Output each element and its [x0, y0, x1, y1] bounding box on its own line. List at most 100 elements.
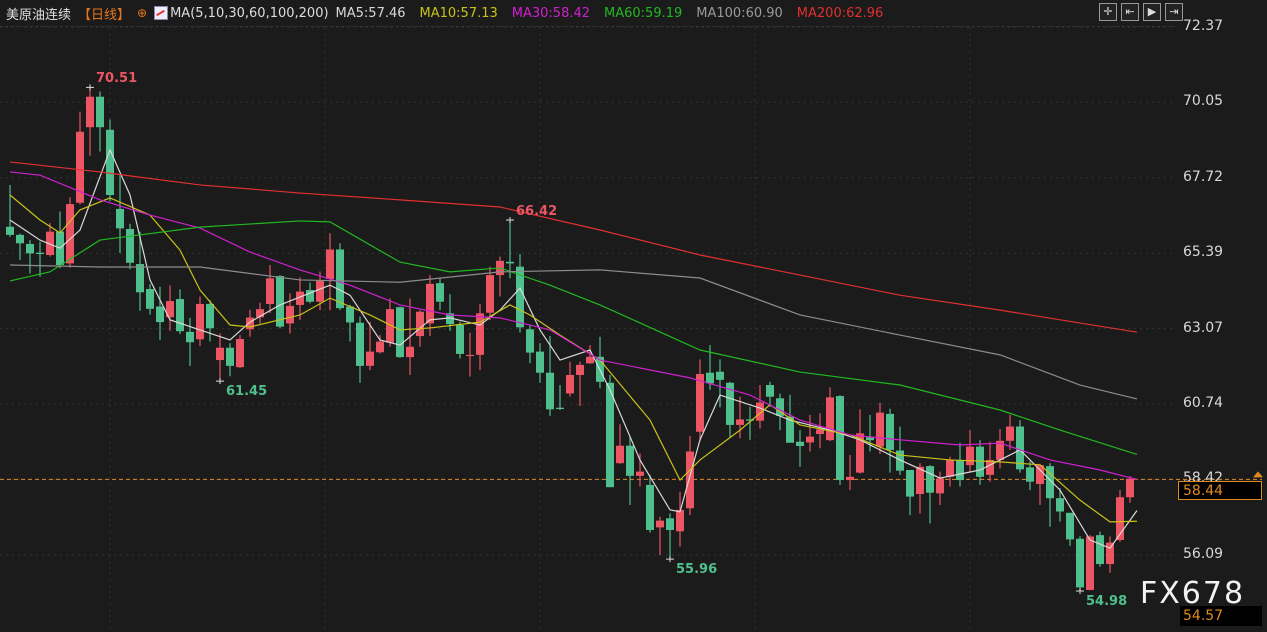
indicator-name[interactable]: MA(5,10,30,60,100,200) — [170, 5, 329, 21]
candle-up — [1006, 426, 1014, 441]
extreme-high-label: 66.42 — [516, 203, 558, 219]
candle-down — [1016, 426, 1024, 470]
candle-up — [566, 374, 574, 394]
candle-down — [866, 437, 874, 441]
candle-up — [1126, 478, 1134, 498]
ma-line-ma100 — [9, 264, 1138, 400]
candle-down — [646, 484, 654, 530]
candle-up — [256, 309, 264, 318]
candle-down — [16, 234, 24, 244]
candle-down — [126, 229, 134, 263]
extreme-marker-icon — [86, 84, 94, 91]
candle-up — [76, 131, 84, 203]
candle-up — [736, 419, 744, 425]
candle-down — [226, 347, 234, 366]
candle-down — [1066, 512, 1074, 540]
extreme-low-label: 61.45 — [226, 384, 268, 400]
candle-down — [186, 331, 194, 343]
candle-up — [1086, 536, 1094, 590]
candle-up — [286, 305, 294, 324]
candle-up — [696, 374, 704, 432]
candle-down — [1076, 538, 1084, 588]
play-icon[interactable]: ▶ — [1143, 3, 1161, 21]
candle-up — [876, 412, 884, 447]
candle-down — [506, 261, 514, 264]
period-selector[interactable]: 【日线】 — [78, 7, 131, 23]
y-tick-label: 60.74 — [1183, 395, 1224, 412]
candle-up — [66, 204, 74, 264]
candle-down — [626, 445, 634, 476]
extreme-low-label: 55.96 — [676, 562, 718, 578]
ma-value-label: MA5:57.46 — [335, 5, 406, 21]
symbol-name: 美原油连续 — [6, 7, 72, 23]
y-tick-label: 65.39 — [1183, 244, 1224, 261]
candle-down — [906, 469, 914, 497]
extreme-high-label: 70.51 — [96, 71, 138, 87]
candle-up — [826, 397, 834, 441]
candle-up — [916, 466, 924, 494]
last-price-arrow-icon — [1253, 471, 1263, 478]
extreme-low-label: 54.98 — [1086, 593, 1128, 609]
ma-values: MA5:57.46 MA10:57.13 MA30:58.42 MA60:59.19 M… — [336, 6, 884, 21]
indicator-chart-icon[interactable] — [154, 6, 169, 20]
candle-up — [236, 338, 244, 368]
ma-line-ma30 — [9, 171, 1138, 480]
candle-up — [196, 303, 204, 340]
candle-down — [306, 290, 314, 302]
y-tick-label: 63.07 — [1183, 319, 1224, 336]
candle-up — [86, 96, 94, 128]
candle-down — [136, 264, 144, 293]
extreme-marker-icon — [216, 378, 224, 385]
candle-up — [1116, 497, 1124, 541]
candle-down — [886, 413, 894, 450]
crosshair-icon[interactable]: ✛ — [1099, 3, 1117, 21]
candle-down — [926, 466, 934, 493]
candle-up — [326, 249, 334, 279]
candle-up — [996, 440, 1004, 460]
candle-down — [536, 351, 544, 373]
candle-down — [436, 283, 444, 302]
candle-up — [1106, 542, 1114, 565]
candle-up — [636, 471, 644, 476]
candle-down — [396, 307, 404, 358]
candle-up — [406, 346, 414, 358]
ma-value-label: MA200:62.96 — [796, 5, 884, 21]
watermark-logo: FX678 — [1140, 576, 1246, 611]
candle-up — [856, 433, 864, 473]
candle-up — [246, 317, 254, 330]
candle-up — [946, 459, 954, 477]
extreme-marker-icon — [1076, 587, 1084, 594]
candle-up — [966, 446, 974, 466]
candle-down — [716, 371, 724, 380]
candle-down — [26, 243, 34, 254]
scroll-left-icon[interactable]: ⇤ — [1121, 3, 1139, 21]
candle-up — [576, 364, 584, 375]
candle-down — [606, 382, 614, 488]
candle-down — [96, 96, 104, 128]
candle-down — [36, 252, 44, 255]
candle-down — [1056, 498, 1064, 512]
candle-up — [756, 402, 764, 421]
add-indicator-icon[interactable]: ⊕ — [137, 6, 148, 20]
candle-down — [776, 398, 784, 416]
candle-up — [586, 356, 594, 364]
candle-up — [166, 301, 174, 318]
scroll-end-icon[interactable]: ⇥ — [1165, 3, 1183, 21]
extreme-marker-icon — [506, 216, 514, 223]
candle-up — [416, 311, 424, 337]
candle-down — [796, 441, 804, 446]
candle-up — [656, 520, 664, 528]
candle-down — [106, 129, 114, 195]
ma-line-ma10 — [9, 194, 1138, 523]
candle-down — [766, 385, 774, 397]
candle-up — [936, 478, 944, 494]
candle-down — [456, 325, 464, 354]
candle-down — [6, 226, 14, 235]
candle-down — [726, 382, 734, 425]
candle-up — [1036, 465, 1044, 484]
candle-up — [686, 451, 694, 509]
candle-up — [266, 278, 274, 304]
candle-up — [476, 313, 484, 355]
candle-down — [346, 306, 354, 323]
